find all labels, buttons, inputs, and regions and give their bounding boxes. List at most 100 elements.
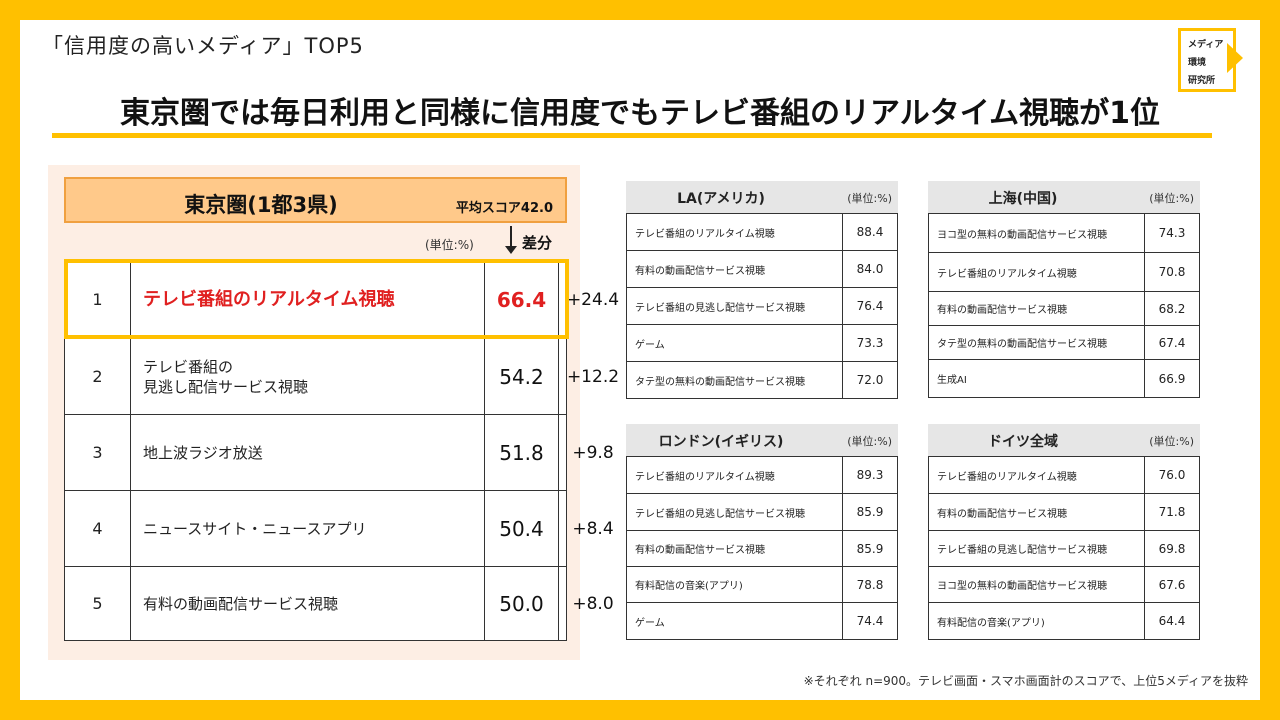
media-name-cell: 生成AI: [929, 360, 1145, 397]
germany-table: ドイツ全域 (単位:%) テレビ番組のリアルタイム視聴 76.0 有料の動画配信サ…: [928, 424, 1200, 640]
score-cell: 66.4: [485, 261, 559, 338]
score-cell: 89.3: [856, 468, 884, 482]
media-name-cell: 有料の動画配信サービス視聴: [627, 251, 843, 287]
media-name-cell: ゲーム: [627, 603, 843, 639]
city-ranking: テレビ番組のリアルタイム視聴 88.4 有料の動画配信サービス視聴 84.0 テレビ…: [626, 213, 898, 399]
table-row: テレビ番組の見逃し配信サービス視聴 85.9: [627, 494, 897, 531]
score-cell: 78.8: [856, 577, 884, 592]
media-name-cell: テレビ番組のリアルタイム視聴: [627, 457, 843, 493]
table-row: テレビ番組の見逃し配信サービス視聴 76.4: [627, 288, 897, 325]
shanghai-table: 上海(中国) (単位:%) ヨコ型の無料の動画配信サービス視聴 74.3 テレビ番…: [928, 181, 1200, 398]
score-cell: 88.4: [856, 225, 884, 239]
table-row: ヨコ型の無料の動画配信サービス視聴 74.3: [929, 214, 1199, 253]
slide-supertitle: 「信用度の高いメディア」TOP5: [42, 34, 364, 58]
table-row: 4 ニュースサイト・ニュースアプリ 50.4 +8.4: [65, 491, 614, 567]
table-row: 生成AI 66.9: [929, 360, 1199, 397]
city-ranking: テレビ番組のリアルタイム視聴 76.0 有料の動画配信サービス視聴 71.8 テレビ…: [928, 456, 1200, 640]
media-name-cell: タテ型の無料の動画配信サービス視聴: [627, 362, 843, 398]
logo-arrow-icon: [1227, 43, 1243, 73]
table-row: ゲーム 73.3: [627, 325, 897, 362]
diff-cell: +8.4: [572, 518, 614, 539]
logo-line-2: 環境: [1188, 58, 1207, 68]
logo-line-1: メディア: [1188, 40, 1224, 50]
rank-cell: 3: [65, 415, 131, 490]
footnote: ※それぞれ n=900。テレビ画面・スマホ画面計のスコアで、上位5メディアを抜粋: [803, 674, 1248, 688]
table-row: 有料の動画配信サービス視聴 71.8: [929, 494, 1199, 531]
score-cell: 50.4: [485, 491, 559, 566]
rank-cell: 1: [65, 261, 131, 338]
media-name-cell: 有料の動画配信サービス視聴: [627, 531, 843, 566]
media-name-cell: テレビ番組のリアルタイム視聴: [627, 214, 843, 250]
media-name-cell: テレビ番組のリアルタイム視聴: [929, 253, 1145, 291]
tokyo-average-score: 平均スコア42.0: [455, 201, 553, 216]
city-unit: (単位:%): [847, 192, 892, 205]
city-header: LA(アメリカ) (単位:%): [626, 181, 898, 213]
logo: メディア 環境 研究所: [1178, 28, 1248, 92]
score-cell: 54.2: [485, 339, 559, 414]
table-row: 有料の動画配信サービス視聴 68.2: [929, 292, 1199, 326]
score-cell: 74.3: [1158, 226, 1186, 240]
city-name: ドイツ全域: [988, 434, 1058, 450]
tokyo-header: 東京圏(1都3県) 平均スコア42.0: [64, 177, 567, 223]
diff-cell: +24.4: [566, 289, 620, 310]
score-cell: 66.9: [1158, 371, 1186, 386]
score-cell: 85.9: [856, 541, 884, 556]
media-name-cell: ヨコ型の無料の動画配信サービス視聴: [929, 214, 1145, 252]
score-cell: 64.4: [1158, 614, 1186, 628]
media-name-cell: タテ型の無料の動画配信サービス視聴: [929, 326, 1145, 359]
table-row: テレビ番組のリアルタイム視聴 88.4: [627, 214, 897, 251]
logo-line-3: 研究所: [1188, 76, 1216, 86]
city-name: 上海(中国): [988, 191, 1058, 207]
diff-label: 差分: [522, 234, 553, 252]
score-cell: 76.0: [1158, 468, 1186, 482]
media-name-cell: テレビ番組のリアルタイム視聴: [929, 457, 1145, 493]
diff-cell: +9.8: [572, 442, 614, 463]
media-name-cell: テレビ番組の見逃し配信サービス視聴: [929, 531, 1145, 566]
media-name-cell: テレビ番組のリアルタイム視聴: [131, 261, 485, 338]
media-name-cell: ニュースサイト・ニュースアプリ: [131, 491, 485, 566]
table-row: テレビ番組のリアルタイム視聴 89.3: [627, 457, 897, 494]
la-table: LA(アメリカ) (単位:%) テレビ番組のリアルタイム視聴 88.4 有料の動画…: [626, 181, 898, 399]
score-cell: 85.9: [856, 505, 884, 519]
city-ranking: テレビ番組のリアルタイム視聴 89.3 テレビ番組の見逃し配信サービス視聴 85.9…: [626, 456, 898, 640]
diff-arrow-head-icon: [505, 246, 517, 254]
score-cell: 68.2: [1158, 301, 1186, 316]
table-row: 有料配信の音楽(アプリ) 78.8: [627, 567, 897, 603]
media-name-cell: テレビ番組の 見逃し配信サービス視聴: [131, 339, 485, 414]
media-name-cell: 有料の動画配信サービス視聴: [929, 292, 1145, 325]
city-ranking: ヨコ型の無料の動画配信サービス視聴 74.3 テレビ番組のリアルタイム視聴 70.8…: [928, 213, 1200, 398]
city-unit: (単位:%): [847, 435, 892, 448]
city-unit: (単位:%): [1149, 192, 1194, 205]
tokyo-title: 東京圏(1都3県): [184, 193, 338, 217]
rank-cell: 5: [65, 567, 131, 640]
tokyo-ranking-table: 1 テレビ番組のリアルタイム視聴 66.4 +24.4 2 テレビ番組の 見逃し…: [64, 260, 619, 641]
logo-box: メディア 環境 研究所: [1178, 28, 1236, 92]
table-row: テレビ番組のリアルタイム視聴 70.8: [929, 253, 1199, 292]
media-name-cell: ヨコ型の無料の動画配信サービス視聴: [929, 567, 1145, 602]
score-cell: 70.8: [1158, 265, 1186, 279]
diff-cell: +8.0: [572, 593, 614, 614]
media-name-cell: 有料配信の音楽(アプリ): [627, 567, 843, 602]
tokyo-unit: (単位:%): [425, 238, 474, 252]
london-table: ロンドン(イギリス) (単位:%) テレビ番組のリアルタイム視聴 89.3 テレビ…: [626, 424, 898, 640]
slide-title: 東京圏では毎日利用と同様に信用度でもテレビ番組のリアルタイム視聴が1位: [120, 96, 1160, 131]
city-name: ロンドン(イギリス): [658, 434, 784, 450]
table-row: テレビ番組のリアルタイム視聴 76.0: [929, 457, 1199, 494]
city-name: LA(アメリカ): [677, 191, 765, 207]
media-name-cell: 有料の動画配信サービス視聴: [929, 494, 1145, 530]
media-name-cell: 有料配信の音楽(アプリ): [929, 603, 1145, 639]
score-cell: 74.4: [856, 614, 884, 628]
table-row: タテ型の無料の動画配信サービス視聴 67.4: [929, 326, 1199, 360]
table-row: 2 テレビ番組の 見逃し配信サービス視聴 54.2 +12.2: [65, 339, 619, 415]
score-cell: 84.0: [856, 262, 884, 276]
city-header: ドイツ全域 (単位:%): [928, 424, 1200, 456]
city-header: ロンドン(イギリス) (単位:%): [626, 424, 898, 456]
score-cell: 67.6: [1158, 577, 1186, 592]
table-row: 5 有料の動画配信サービス視聴 50.0 +8.0: [65, 567, 614, 640]
score-cell: 51.8: [485, 415, 559, 490]
rank-cell: 2: [65, 339, 131, 414]
city-header: 上海(中国) (単位:%): [928, 181, 1200, 213]
score-cell: 72.0: [856, 373, 884, 387]
table-row: 有料配信の音楽(アプリ) 64.4: [929, 603, 1199, 639]
media-name-cell: ゲーム: [627, 325, 843, 361]
